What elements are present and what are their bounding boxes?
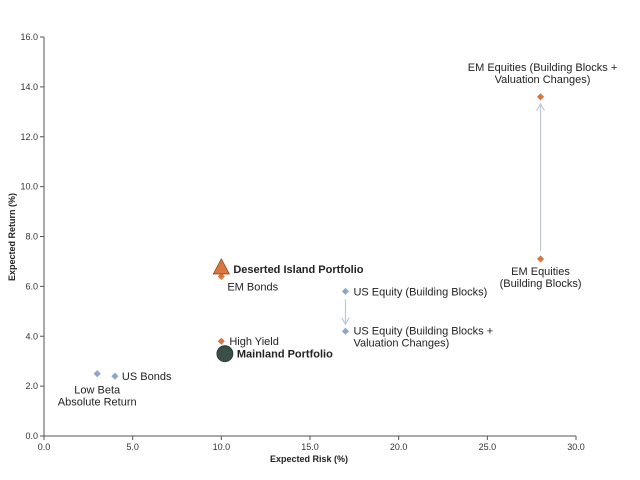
us-equity-bb-label: US Equity (Building Blocks) (353, 286, 487, 298)
us-equity-vc-label-line: US Equity (Building Blocks + (353, 325, 493, 337)
us-bonds-marker (110, 371, 120, 381)
us-bonds-label: US Bonds (122, 371, 172, 383)
y-axis-title: Expected Return (%) (7, 193, 17, 281)
y-axis-ticks: 0.0 2.0 4.0 6.0 8.0 10.0 12.0 14.0 16.0 (20, 32, 44, 441)
em-equities-vc-label: EM Equities (Building Blocks + Valuation … (468, 62, 617, 86)
em-bonds-label: EM Bonds (227, 281, 278, 293)
high-yield-label: High Yield (229, 336, 279, 348)
mainland-label-line: Mainland Portfolio (237, 349, 333, 361)
mainland-marker (216, 345, 234, 363)
mainland-label: Mainland Portfolio (237, 349, 333, 361)
y-tick-label: 6.0 (25, 281, 38, 291)
us-bonds-label-line: US Bonds (122, 371, 172, 383)
us-equity-bb-label-line: US Equity (Building Blocks) (353, 286, 487, 298)
low-beta-marker (92, 369, 102, 379)
deserted-island-label: Deserted Island Portfolio (233, 264, 363, 276)
x-tick-label: 30.0 (567, 442, 585, 452)
us-equity-vc-label: US Equity (Building Blocks + Valuation Ch… (353, 325, 493, 349)
y-tick-label: 8.0 (25, 232, 38, 242)
y-tick-label: 2.0 (25, 381, 38, 391)
us-equity-vc-label-line: Valuation Changes) (353, 337, 449, 349)
x-tick-label: 5.0 (126, 442, 139, 452)
low-beta-label: Low Beta Absolute Return (58, 385, 137, 409)
x-axis-ticks: 0.0 5.0 10.0 15.0 20.0 25.0 30.0 (38, 436, 585, 452)
us-equity-vc-marker (341, 326, 350, 336)
low-beta-label-line: Low Beta (74, 385, 121, 397)
em-bonds-marker (216, 271, 226, 281)
data-labels: Low Beta Absolute Return US Bonds EM Bonds H… (58, 62, 618, 409)
em-equities-bb-label-line: (Building Blocks) (500, 278, 582, 290)
axes: 0.0 5.0 10.0 15.0 20.0 25.0 30.0 0.0 2.0 4.0 6.0 8… (20, 32, 584, 452)
x-tick-label: 15.0 (301, 442, 319, 452)
y-tick-label: 4.0 (25, 331, 38, 341)
x-tick-label: 25.0 (479, 442, 497, 452)
data-points (92, 92, 545, 381)
em-equities-vc-label-line: Valuation Changes) (495, 74, 591, 86)
y-tick-label: 0.0 (25, 431, 38, 441)
y-tick-label: 16.0 (20, 32, 38, 42)
low-beta-label-line: Absolute Return (58, 397, 137, 409)
us-equity-bb-marker (341, 286, 350, 296)
x-tick-label: 20.0 (390, 442, 408, 452)
em-equities-vc-marker (536, 92, 545, 102)
high-yield-marker (216, 336, 226, 346)
y-tick-label: 12.0 (20, 132, 38, 142)
em-equities-bb-label-line: EM Equities (511, 266, 570, 278)
y-tick-label: 14.0 (20, 82, 38, 92)
deserted-island-marker (212, 258, 230, 275)
arrows (345, 105, 540, 323)
em-equities-bb-marker (536, 254, 545, 264)
x-tick-label: 10.0 (213, 442, 231, 452)
em-bonds-label-line: EM Bonds (227, 281, 278, 293)
high-yield-label-line: High Yield (229, 336, 279, 348)
em-equities-bb-label: EM Equities (Building Blocks) (500, 266, 582, 290)
em-equities-vc-label-line: EM Equities (Building Blocks + (468, 62, 617, 74)
x-axis-title: Expected Risk (%) (270, 454, 348, 464)
y-tick-label: 10.0 (20, 182, 38, 192)
x-tick-label: 0.0 (38, 442, 51, 452)
deserted-island-label-line: Deserted Island Portfolio (233, 264, 363, 276)
